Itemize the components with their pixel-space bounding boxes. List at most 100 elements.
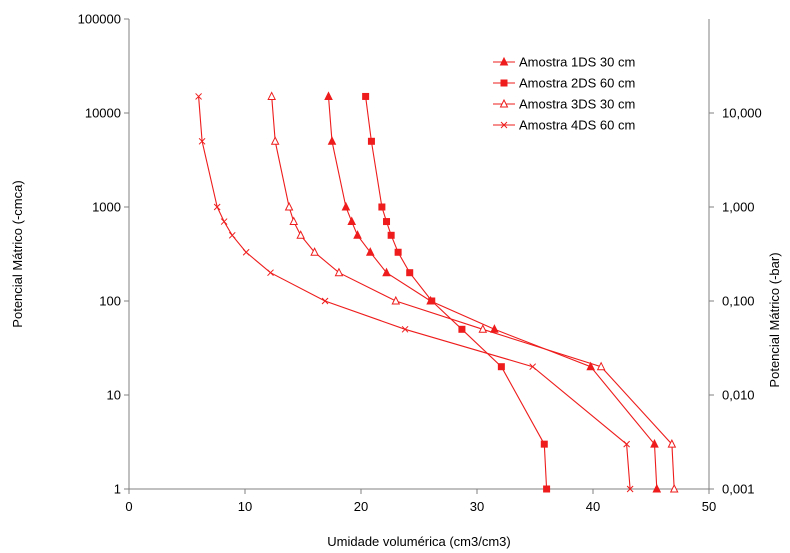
data-point-square [406,269,414,277]
series-line [365,96,548,490]
data-point-x [213,203,221,211]
data-point-square [500,79,508,87]
data-point-triangle-filled [499,56,509,66]
x-axis-title: Umidade volumérica (cm3/cm3) [327,534,511,549]
data-point-square [540,440,548,448]
data-point-triangle-filled [327,136,337,145]
data-point-x [267,269,274,277]
y-tick-label: 10000 [85,106,121,121]
data-point-x [220,218,228,225]
data-point-square [458,325,466,333]
y2-tick-label: 0,001 [722,482,755,497]
series-2 [362,92,551,493]
legend-item: Amostra 2DS 60 cm [493,76,635,91]
axes: 1101001000100001000000,0010,0100,1001,00… [78,12,762,515]
data-point-triangle-filled [490,324,499,333]
x-marker-stroke [242,248,250,256]
data-point-x [195,93,202,100]
data-point-triangle-open [289,216,299,226]
data-point-triangle-open [296,230,305,239]
data-point-triangle-open [284,201,294,211]
data-point-x [321,297,329,305]
data-point-triangle-open [499,98,509,108]
data-point-square [378,203,386,211]
x-tick-label: 0 [125,499,132,514]
x-marker-stroke [198,137,206,145]
series-line [327,96,658,490]
y2-tick-label: 10,000 [722,106,762,121]
legend-item: Amostra 4DS 60 cm [493,118,635,133]
x-tick-label: 50 [702,499,716,514]
series-layer [195,91,679,493]
data-point-x [198,137,206,145]
series-1 [324,91,662,493]
data-point-triangle-open [478,324,488,333]
data-point-x [500,121,508,129]
data-point-square [394,248,402,256]
x-tick-label: 10 [238,499,252,514]
data-point-triangle-filled [324,91,333,100]
series-line [271,96,675,490]
data-point-square [362,92,370,100]
y-tick-label: 100000 [78,12,121,27]
y2-tick-label: 1,000 [722,200,755,215]
data-point-square [543,485,551,493]
x-marker-stroke [228,231,236,239]
x-marker-stroke [500,121,508,129]
x-marker-stroke [623,440,630,448]
x-tick-label: 20 [354,499,368,514]
data-point-x [529,363,537,371]
y-axis-title: Potencial Mátrico (-cmca) [10,180,25,327]
legend-label: Amostra 2DS 60 cm [519,76,635,91]
data-point-triangle-filled [650,439,659,448]
data-point-square [428,297,436,305]
data-point-triangle-open [596,361,606,371]
legend: Amostra 1DS 30 cm Amostra 2DS 60 cm Amostr… [493,55,635,133]
y2-tick-label: 0,100 [722,294,755,309]
data-point-triangle-filled [586,361,595,371]
data-point-triangle-open [310,247,319,256]
data-point-x [242,248,250,256]
legend-label: Amostra 3DS 30 cm [519,97,635,112]
data-point-triangle-open [669,483,679,493]
y2-axis-title: Potencial Mátrico (-bar) [767,252,782,387]
x-marker-stroke [529,363,537,371]
series-4 [195,93,634,493]
data-point-square [497,363,505,371]
data-point-triangle-filled [365,247,375,256]
y-tick-label: 1000 [92,200,121,215]
data-point-triangle-open [667,439,677,448]
data-point-triangle-open [270,136,280,145]
legend-label: Amostra 1DS 30 cm [519,55,635,70]
data-point-triangle-open [391,295,401,305]
data-point-triangle-filled [353,230,362,239]
x-marker-stroke [267,269,274,277]
data-point-triangle-filled [382,267,391,277]
x-marker-stroke [220,218,228,225]
x-marker-stroke [626,485,634,493]
data-point-triangle-open [334,267,344,277]
x-tick-label: 30 [470,499,484,514]
x-marker-stroke [321,297,329,305]
legend-item: Amostra 3DS 30 cm [493,97,635,112]
data-point-x [401,325,409,333]
data-point-x [623,440,630,448]
data-point-triangle-filled [652,483,662,493]
y-tick-label: 100 [99,294,121,309]
data-point-x [228,231,236,239]
data-point-x [626,485,634,493]
x-marker-stroke [401,325,409,333]
x-tick-label: 40 [586,499,600,514]
series-3 [267,91,679,493]
legend-label: Amostra 4DS 60 cm [519,118,635,133]
data-point-triangle-open [267,91,276,100]
data-point-triangle-filled [341,201,351,211]
data-point-triangle-filled [347,216,357,226]
y-tick-label: 1 [114,482,121,497]
x-marker-stroke [195,93,202,100]
data-point-square [387,231,395,239]
x-marker-stroke [213,203,221,211]
y-tick-label: 10 [107,388,121,403]
data-point-square [383,218,391,226]
